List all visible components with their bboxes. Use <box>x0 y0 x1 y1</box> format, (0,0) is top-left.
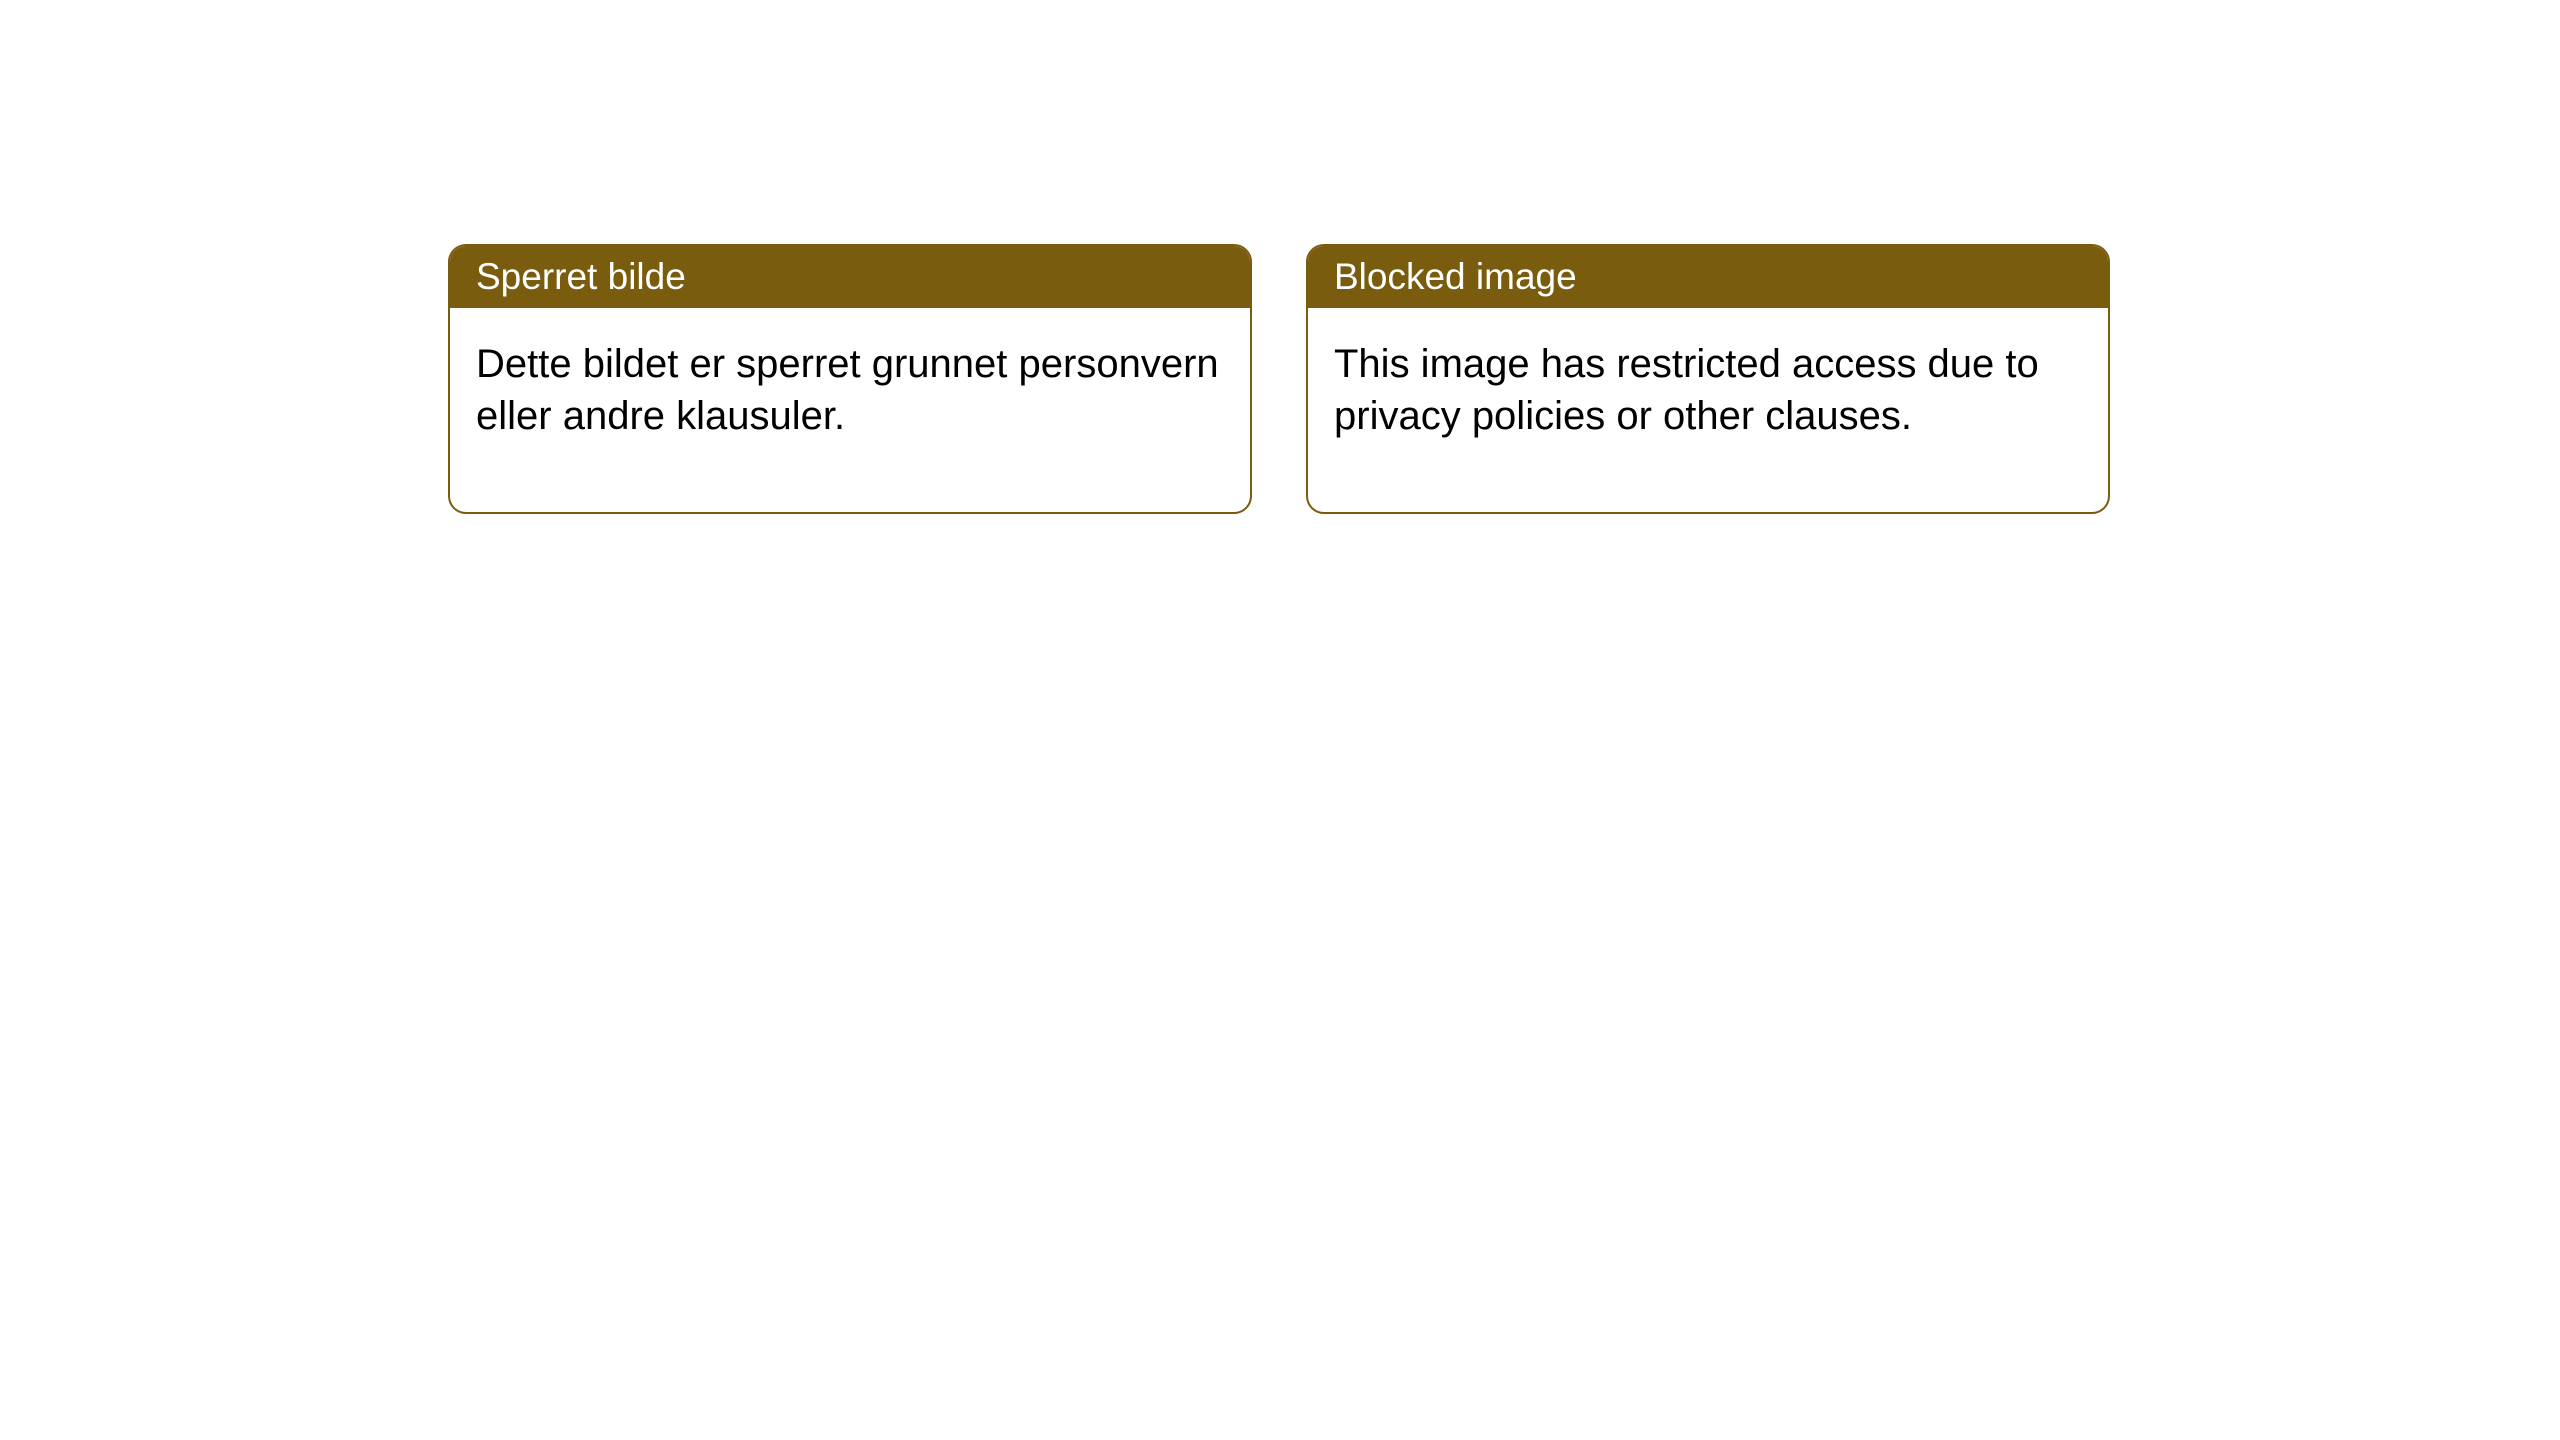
notice-body: Dette bildet er sperret grunnet personve… <box>450 308 1250 512</box>
notice-body: This image has restricted access due to … <box>1308 308 2108 512</box>
notice-header: Blocked image <box>1308 246 2108 308</box>
notice-card-english: Blocked image This image has restricted … <box>1306 244 2110 514</box>
notice-header: Sperret bilde <box>450 246 1250 308</box>
notice-container: Sperret bilde Dette bildet er sperret gr… <box>0 0 2560 514</box>
notice-card-norwegian: Sperret bilde Dette bildet er sperret gr… <box>448 244 1252 514</box>
